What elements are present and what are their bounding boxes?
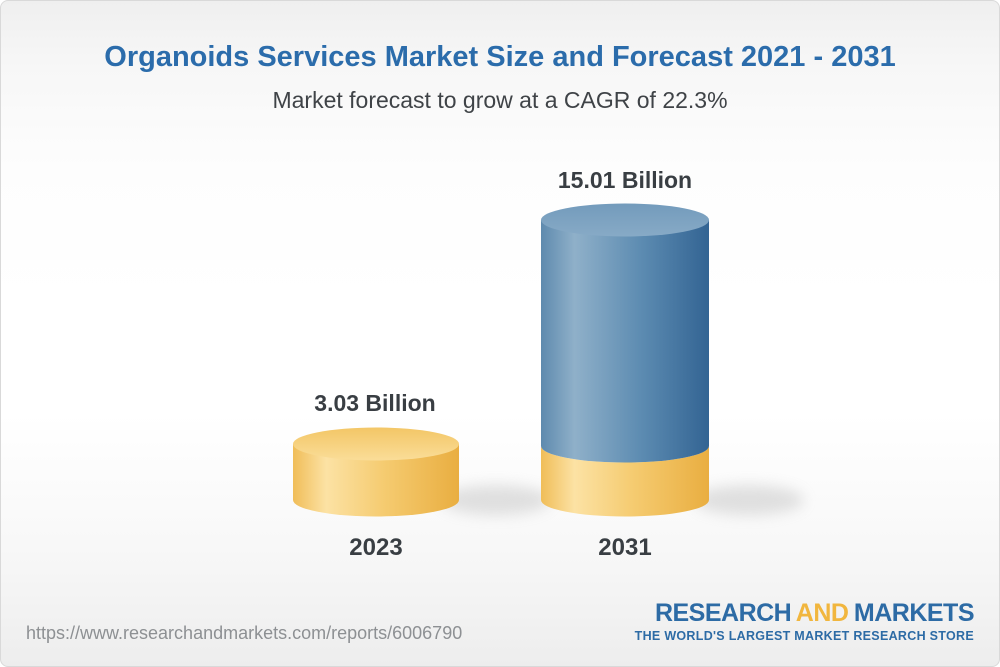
page-subtitle: Market forecast to grow at a CAGR of 22.… <box>272 87 728 113</box>
bar-2023-shadow <box>441 485 551 515</box>
research-and-markets-logo: RESEARCH AND MARKETS THE WORLD'S LARGEST… <box>634 599 975 644</box>
page-title: Organoids Services Market Size and Forec… <box>104 41 896 73</box>
bar-2023-top <box>293 427 459 461</box>
logo-tagline: THE WORLD'S LARGEST MARKET RESEARCH STOR… <box>634 629 974 643</box>
category-label-2023: 2023 <box>349 534 403 561</box>
bar-2031-cylinder <box>541 203 709 517</box>
category-label-2031: 2031 <box>598 534 652 561</box>
report-url: https://www.researchandmarkets.com/repor… <box>26 623 463 643</box>
bar-2031-shadow <box>694 485 804 515</box>
logo-word-markets: MARKETS <box>853 599 975 627</box>
bar-2023-body <box>293 444 459 517</box>
value-label-2031: 15.01 Billion <box>557 167 693 193</box>
logo-wordmark: RESEARCH AND MARKETS <box>635 599 975 627</box>
bar-2031-base-band <box>541 446 709 517</box>
logo-word-and: AND <box>795 599 849 627</box>
bar-2031-body <box>541 220 709 463</box>
bar-2023-cylinder <box>293 427 459 517</box>
bar-2031-top <box>541 203 709 237</box>
logo-word-research: RESEARCH <box>654 599 792 627</box>
value-label-2023: 3.03 Billion <box>314 390 436 416</box>
